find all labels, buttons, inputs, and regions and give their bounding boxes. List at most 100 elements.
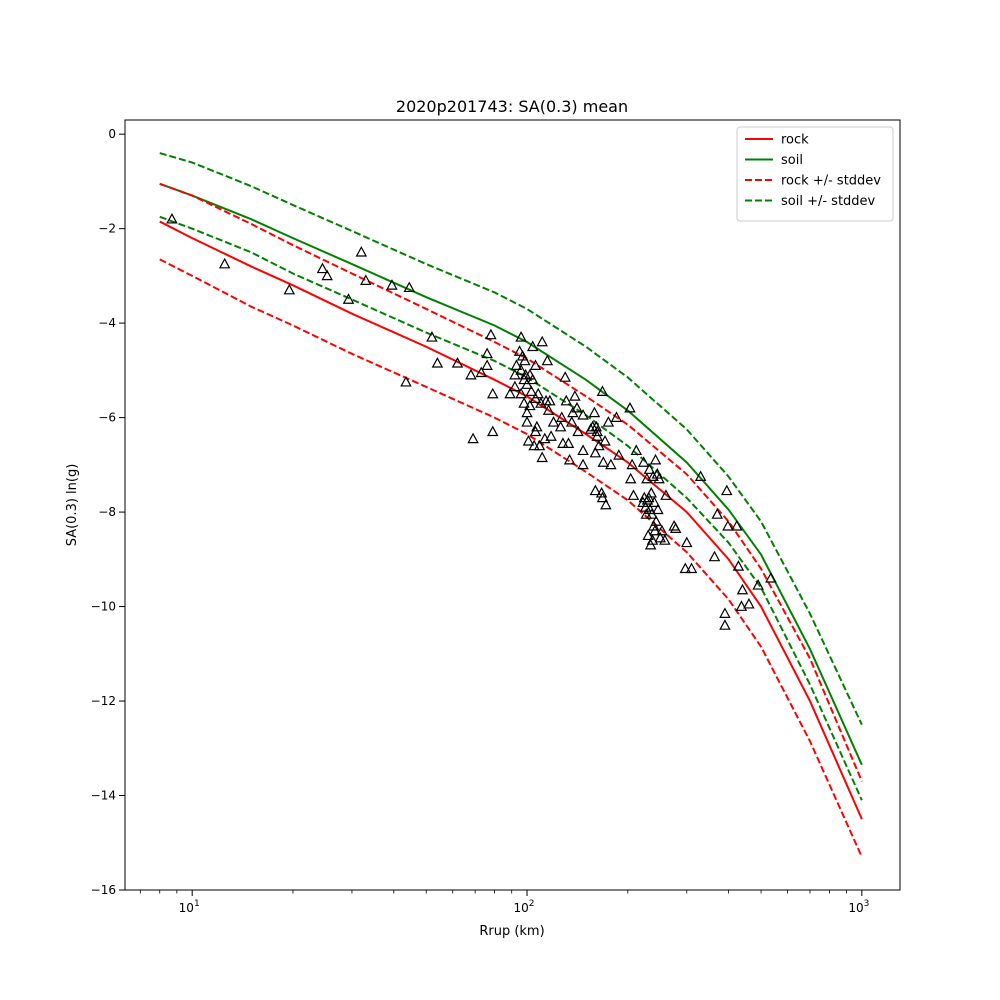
observation-point-0 — [166, 212, 178, 224]
observation-point-25 — [510, 359, 523, 370]
observation-point-79 — [589, 484, 602, 496]
observation-point-5 — [342, 293, 355, 304]
observation-point-24 — [509, 380, 521, 392]
observation-point-32 — [518, 397, 530, 408]
observation-point-41 — [525, 385, 538, 396]
plot-content — [159, 152, 863, 858]
observation-point-92 — [605, 458, 617, 470]
x-tick-label-2: 103 — [848, 899, 869, 915]
observation-point-73 — [577, 444, 589, 456]
observation-point-16 — [475, 366, 488, 378]
legend-label-0: rock — [781, 133, 809, 148]
plot-frame — [124, 119, 901, 891]
observation-point-78 — [588, 406, 601, 418]
observation-point-74 — [577, 458, 589, 470]
observation-point-48 — [531, 420, 543, 432]
legend-label-1: soil — [781, 153, 803, 168]
observation-point-70 — [569, 390, 581, 401]
observation-point-49 — [532, 387, 544, 399]
observation-point-58 — [544, 394, 556, 406]
observation-point-27 — [515, 364, 527, 375]
observation-point-51 — [535, 397, 547, 408]
observation-point-124 — [654, 531, 667, 543]
y-tick-label-4: −8 — [98, 505, 116, 519]
observation-point-2 — [283, 283, 296, 295]
y-axis: 0 −2 −4 −6 −8 −10 −12 −14 −16 — [91, 127, 125, 897]
observation-point-138 — [721, 484, 733, 496]
observation-point-61 — [554, 420, 567, 432]
observation-point-129 — [669, 522, 682, 533]
observation-point-85 — [595, 486, 608, 498]
observation-point-93 — [610, 411, 623, 422]
x-axis: 101 102 103 — [139, 890, 869, 915]
observation-point-9 — [400, 375, 412, 387]
observation-point-135 — [711, 508, 724, 519]
observation-point-125 — [656, 524, 668, 536]
observation-point-38 — [522, 434, 535, 446]
observation-point-15 — [467, 432, 479, 444]
observation-point-72 — [572, 425, 584, 437]
y-tick-label-1: −2 — [98, 222, 116, 236]
observation-point-8 — [386, 279, 398, 290]
observation-point-26 — [513, 345, 526, 356]
observation-point-20 — [486, 425, 499, 437]
observation-point-65 — [560, 394, 573, 406]
observation-point-132 — [685, 562, 698, 574]
observation-point-98 — [627, 489, 640, 500]
observation-point-6 — [355, 246, 368, 257]
observation-point-118 — [649, 524, 661, 536]
observation-point-10 — [403, 281, 416, 293]
observation-point-117 — [648, 496, 661, 507]
observation-point-136 — [719, 607, 731, 619]
observation-point-97 — [626, 458, 638, 470]
y-tick-label-0: 0 — [108, 127, 116, 141]
observation-point-142 — [735, 600, 748, 611]
observation-point-114 — [646, 534, 659, 545]
observation-point-12 — [431, 357, 444, 368]
chart-title: 2020p201743: SA(0.3) mean — [396, 97, 628, 116]
legend-label-2: rock +/- stddev — [781, 174, 881, 189]
observation-point-131 — [681, 536, 693, 548]
observation-point-126 — [659, 534, 671, 545]
observation-point-139 — [722, 520, 734, 531]
observation-point-99 — [630, 444, 643, 456]
observation-point-112 — [645, 486, 658, 498]
y-tick-label-2: −4 — [98, 316, 116, 330]
y-tick-label-6: −12 — [91, 694, 116, 708]
observation-point-127 — [660, 489, 672, 500]
observation-point-115 — [647, 470, 659, 482]
observation-point-67 — [563, 453, 576, 465]
x-tick-label-1: 102 — [514, 899, 535, 915]
observation-point-145 — [752, 579, 764, 590]
observation-point-45 — [529, 359, 542, 370]
observation-point-81 — [590, 420, 603, 432]
legend-box — [736, 126, 894, 222]
observation-point-120 — [650, 515, 662, 526]
observation-point-71 — [571, 401, 583, 413]
observation-point-43 — [526, 340, 539, 352]
observation-point-141 — [732, 560, 745, 571]
observation-point-50 — [533, 439, 546, 451]
observation-point-21 — [486, 387, 499, 399]
observation-point-143 — [736, 583, 749, 595]
observation-point-59 — [545, 430, 557, 441]
observation-point-80 — [589, 446, 602, 458]
observation-point-4 — [321, 269, 333, 281]
observation-point-28 — [515, 387, 527, 399]
observation-point-42 — [526, 373, 539, 385]
observation-point-96 — [624, 472, 637, 484]
observation-point-63 — [557, 437, 569, 448]
observation-point-1 — [218, 257, 231, 269]
series-line-5 — [159, 215, 863, 801]
observation-point-44 — [528, 439, 540, 451]
series-line-0 — [159, 220, 863, 820]
observation-point-130 — [679, 562, 692, 574]
observation-point-18 — [481, 359, 493, 370]
observation-point-53 — [536, 335, 548, 347]
series-line-3 — [159, 258, 863, 858]
observation-point-137 — [719, 619, 731, 630]
x-tick-label-0: 101 — [179, 899, 200, 915]
observation-point-83 — [591, 425, 603, 437]
observation-point-119 — [649, 453, 662, 465]
legend: rock soil rock +/- stddev soil +/- stddev — [736, 126, 894, 222]
